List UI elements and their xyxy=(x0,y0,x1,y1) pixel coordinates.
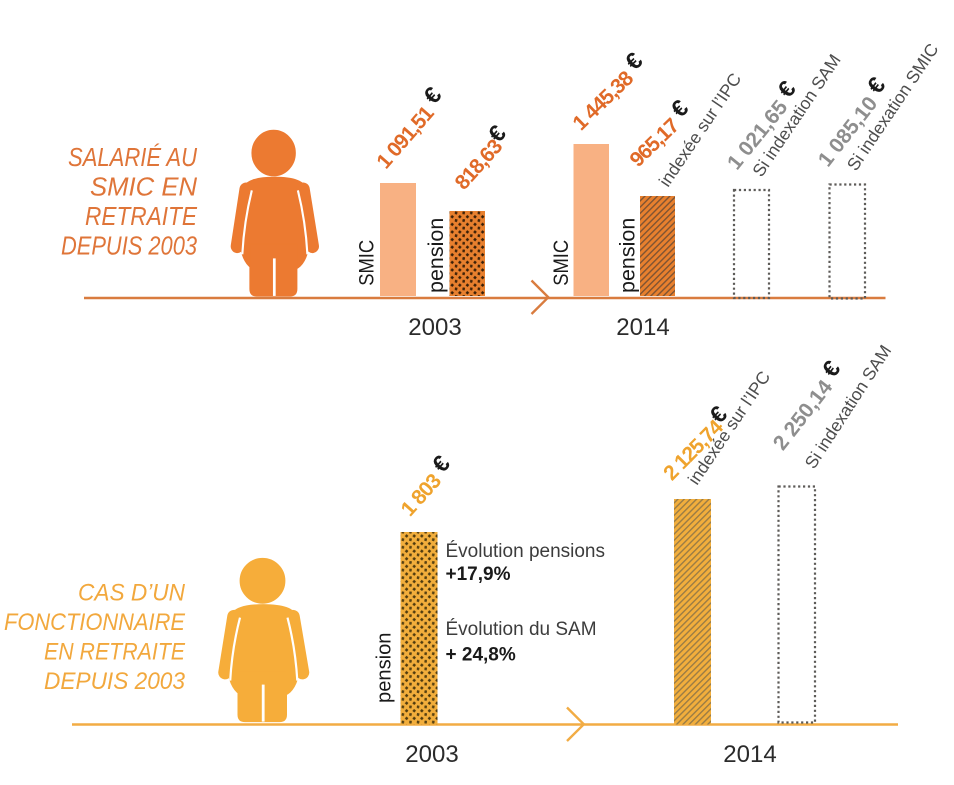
svg-text:SMIC: SMIC xyxy=(356,240,379,286)
svg-text:DEPUIS 2003: DEPUIS 2003 xyxy=(61,233,197,261)
svg-text:EN RETRAITE: EN RETRAITE xyxy=(44,639,186,666)
svg-text:Évolution pensions: Évolution pensions xyxy=(446,541,606,562)
svg-text:SMIC: SMIC xyxy=(550,240,573,286)
svg-text:FONCTIONNAIRE: FONCTIONNAIRE xyxy=(4,609,186,636)
svg-text:+17,9%: +17,9% xyxy=(446,564,511,585)
svg-text:+ 24,8%: + 24,8% xyxy=(446,645,516,666)
svg-text:SALARIÉ AU: SALARIÉ AU xyxy=(68,143,198,172)
svg-text:CAS D’UN: CAS D’UN xyxy=(78,580,185,607)
svg-text:pension: pension xyxy=(424,218,448,293)
svg-text:pension: pension xyxy=(616,218,640,293)
svg-text:RETRAITE: RETRAITE xyxy=(85,203,198,231)
svg-text:DEPUIS 2003: DEPUIS 2003 xyxy=(44,668,185,695)
svg-text:2014: 2014 xyxy=(723,741,776,768)
svg-text:1 445,38 €: 1 445,38 € xyxy=(562,47,651,135)
svg-text:Évolution du SAM: Évolution du SAM xyxy=(446,619,597,640)
svg-text:2014: 2014 xyxy=(616,314,669,341)
svg-text:2003: 2003 xyxy=(408,314,461,341)
svg-text:pension: pension xyxy=(374,633,396,704)
svg-text:SMIC EN: SMIC EN xyxy=(90,174,198,202)
svg-text:1 803 €: 1 803 € xyxy=(391,450,459,521)
svg-text:indexée sur l’IPC: indexée sur l’IPC xyxy=(684,367,775,488)
svg-text:1 091,51 €: 1 091,51 € xyxy=(366,82,451,173)
svg-text:818,63€: 818,63€ xyxy=(444,120,515,194)
svg-text:2003: 2003 xyxy=(405,741,458,768)
